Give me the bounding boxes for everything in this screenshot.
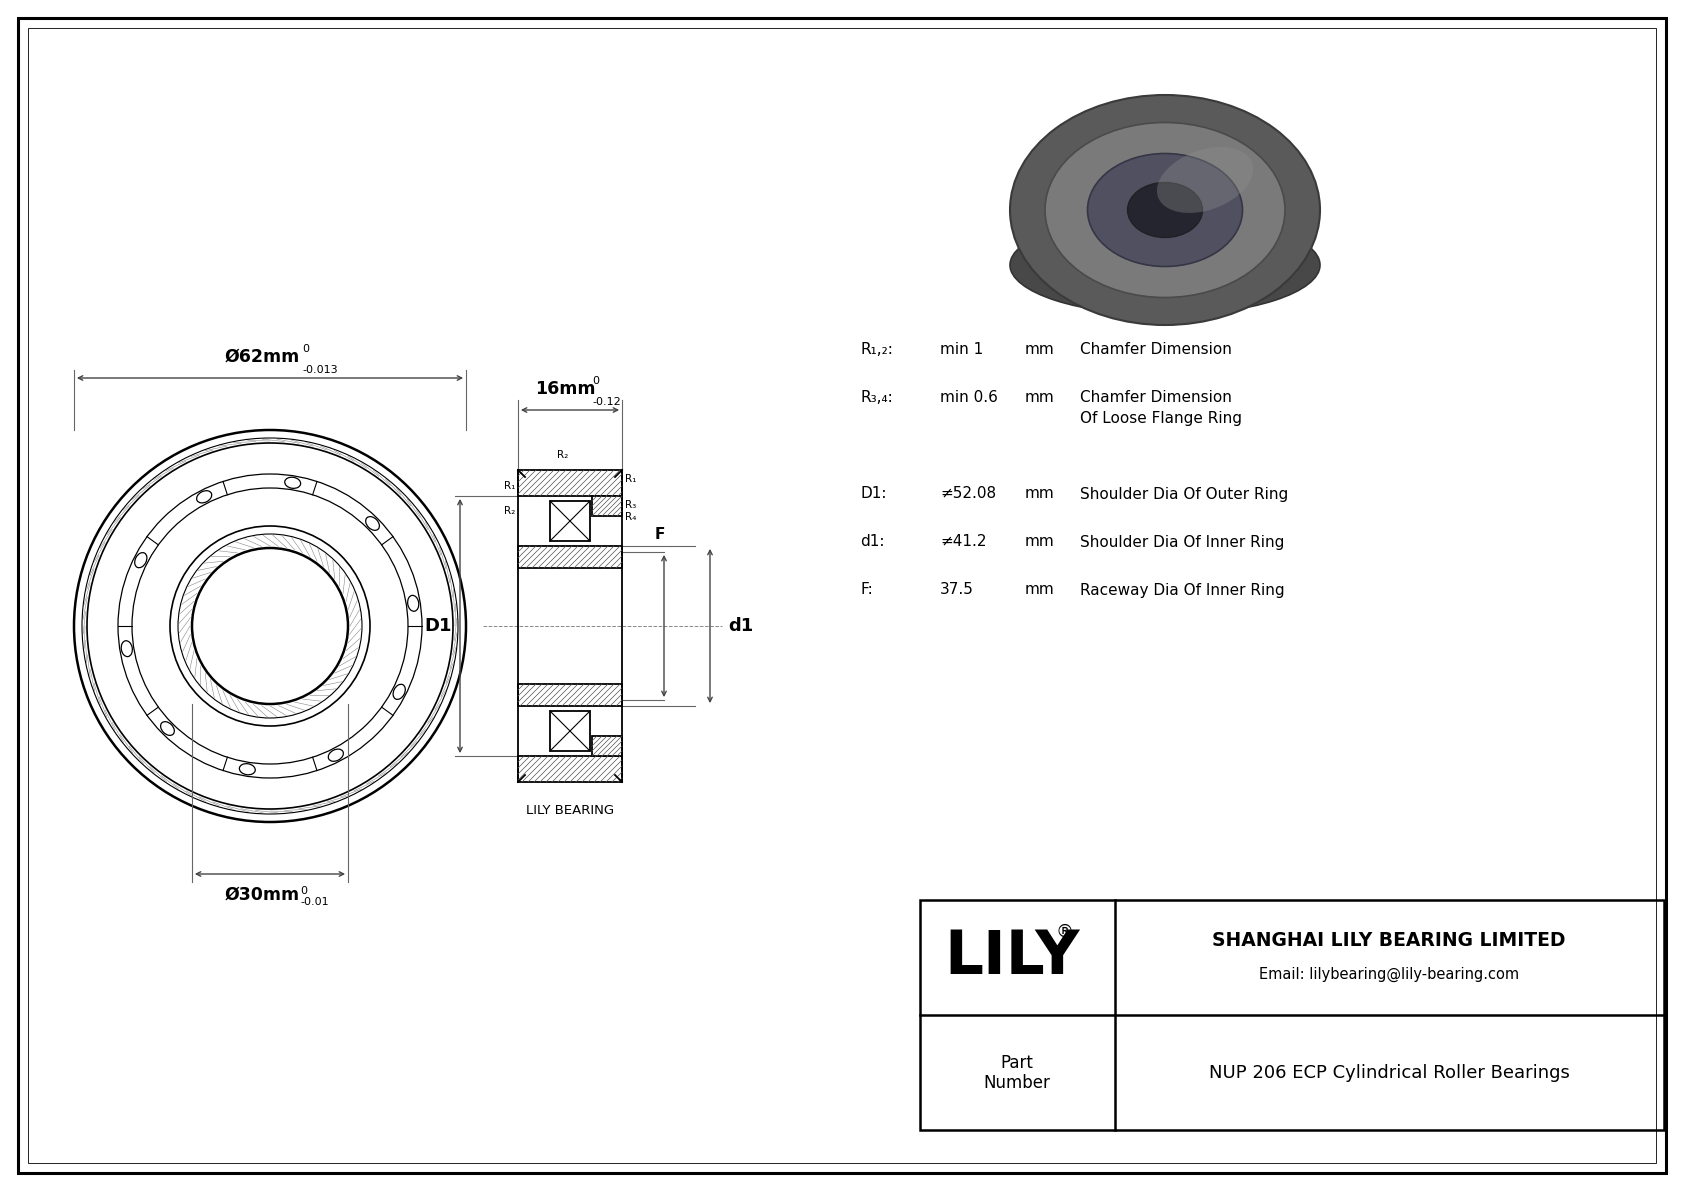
Ellipse shape	[1128, 182, 1202, 237]
Text: Chamfer Dimension: Chamfer Dimension	[1079, 343, 1233, 357]
Ellipse shape	[408, 596, 419, 611]
Text: R₃: R₃	[625, 500, 637, 510]
Text: F: F	[655, 526, 665, 542]
Text: R₁,₂:: R₁,₂:	[861, 343, 893, 357]
Ellipse shape	[328, 749, 344, 761]
Text: Raceway Dia Of Inner Ring: Raceway Dia Of Inner Ring	[1079, 582, 1285, 598]
Ellipse shape	[1157, 146, 1253, 213]
Bar	[919, 900, 1664, 1130]
Ellipse shape	[392, 685, 406, 699]
Text: D1: D1	[424, 617, 451, 635]
Text: LILY: LILY	[945, 929, 1079, 987]
Text: mm: mm	[1026, 582, 1054, 598]
Text: mm: mm	[1026, 486, 1054, 501]
Bar	[593, 736, 621, 756]
Text: LILY BEARING: LILY BEARING	[525, 804, 615, 817]
Text: mm: mm	[1026, 535, 1054, 549]
Ellipse shape	[1046, 123, 1285, 298]
Text: R₂: R₂	[504, 506, 515, 516]
Text: 0: 0	[300, 886, 306, 896]
Text: -0.12: -0.12	[593, 397, 621, 407]
Text: R₄: R₄	[625, 512, 637, 522]
Text: Part
Number: Part Number	[983, 1054, 1051, 1092]
Text: 16mm: 16mm	[536, 380, 594, 398]
Text: mm: mm	[1026, 391, 1054, 405]
Text: d1: d1	[727, 617, 753, 635]
Ellipse shape	[121, 641, 133, 656]
Ellipse shape	[1088, 154, 1243, 267]
Ellipse shape	[197, 491, 212, 503]
Text: Ø30mm: Ø30mm	[224, 886, 300, 904]
Ellipse shape	[1010, 216, 1320, 314]
Text: ≠52.08: ≠52.08	[940, 486, 997, 501]
Text: Ø62mm: Ø62mm	[224, 348, 300, 366]
Bar	[551, 711, 589, 752]
Bar	[593, 495, 621, 516]
Text: ®: ®	[1054, 923, 1073, 941]
Ellipse shape	[135, 553, 147, 568]
Text: min 1: min 1	[940, 343, 983, 357]
Text: NUP 206 ECP Cylindrical Roller Bearings: NUP 206 ECP Cylindrical Roller Bearings	[1209, 1064, 1569, 1081]
Text: Chamfer Dimension: Chamfer Dimension	[1079, 391, 1233, 405]
Text: 0: 0	[593, 376, 600, 386]
Text: min 0.6: min 0.6	[940, 391, 999, 405]
Text: mm: mm	[1026, 343, 1054, 357]
Bar	[519, 545, 621, 568]
Ellipse shape	[160, 722, 175, 735]
Text: R₂: R₂	[557, 450, 568, 460]
Ellipse shape	[239, 763, 256, 775]
Text: Shoulder Dia Of Outer Ring: Shoulder Dia Of Outer Ring	[1079, 486, 1288, 501]
Text: d1:: d1:	[861, 535, 884, 549]
Bar	[551, 501, 589, 541]
Ellipse shape	[285, 478, 301, 488]
Text: 0: 0	[301, 344, 308, 354]
Ellipse shape	[365, 517, 379, 530]
Text: D1:: D1:	[861, 486, 886, 501]
Text: Email: lilybearing@lily-bearing.com: Email: lilybearing@lily-bearing.com	[1260, 966, 1519, 981]
Bar	[519, 470, 621, 495]
Text: SHANGHAI LILY BEARING LIMITED: SHANGHAI LILY BEARING LIMITED	[1212, 930, 1566, 949]
Text: R₁: R₁	[625, 474, 637, 484]
Text: -0.01: -0.01	[300, 897, 328, 908]
Text: R₃,₄:: R₃,₄:	[861, 391, 893, 405]
Text: -0.013: -0.013	[301, 364, 337, 375]
Text: F:: F:	[861, 582, 872, 598]
Text: 37.5: 37.5	[940, 582, 973, 598]
Text: Shoulder Dia Of Inner Ring: Shoulder Dia Of Inner Ring	[1079, 535, 1285, 549]
Ellipse shape	[1010, 95, 1320, 325]
Text: ≠41.2: ≠41.2	[940, 535, 987, 549]
Text: Of Loose Flange Ring: Of Loose Flange Ring	[1079, 411, 1243, 425]
Text: R₁: R₁	[504, 481, 515, 491]
Bar	[519, 756, 621, 782]
Bar	[519, 684, 621, 706]
